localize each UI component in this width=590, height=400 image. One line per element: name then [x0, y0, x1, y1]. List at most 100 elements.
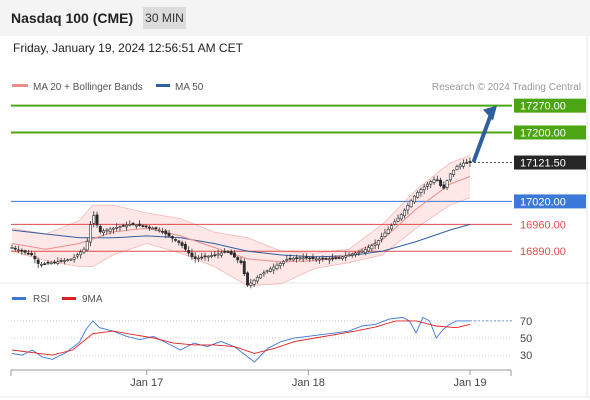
candle-bull [298, 257, 302, 260]
candle-bull [282, 261, 285, 264]
instrument-title: Nasdaq 100 (CME) [11, 10, 134, 26]
level-tag-resistance [514, 98, 586, 113]
candle-bull [380, 236, 384, 240]
candle-bull [422, 186, 426, 191]
candle-bull [66, 259, 70, 262]
candle-bear [59, 260, 63, 262]
candle-bear [223, 251, 227, 253]
candle-bear [435, 179, 439, 182]
candle-bear [233, 252, 236, 258]
candle-bear [203, 255, 207, 258]
candle-bear [331, 257, 335, 260]
candle-bear [46, 261, 50, 264]
candle-bull [301, 257, 305, 260]
candle-bear [170, 236, 174, 239]
candle-bear [321, 257, 325, 260]
time-axis-label: Jan 18 [292, 377, 325, 389]
candle-bull [390, 225, 393, 230]
candle-bear [226, 251, 230, 253]
time-axis-label: Jan 17 [130, 377, 163, 389]
candle-bull [262, 272, 266, 275]
candle-bear [20, 249, 24, 252]
candle-bear [167, 232, 171, 237]
candle-bull [291, 258, 295, 261]
level-label-pivot: 17020.00 [520, 196, 566, 208]
candle-bull [347, 254, 351, 257]
candle-bear [183, 243, 187, 250]
rsi-line [11, 316, 470, 363]
candle-bear [213, 254, 217, 257]
candle-bull [115, 227, 119, 229]
candle-bull [399, 214, 403, 220]
candle-bull [79, 251, 83, 256]
legend-label-ma20: MA 20 + Bollinger Bands [33, 82, 143, 93]
candle-bear [288, 257, 292, 260]
candle-bull [157, 229, 161, 232]
candle-bull [452, 169, 456, 175]
legend-label-ma50: MA 50 [175, 82, 204, 93]
level-tag-pivot [514, 194, 586, 209]
candle-bull [206, 255, 210, 258]
candle-bear [26, 252, 30, 255]
candle-bull [75, 254, 79, 257]
candle-bear [161, 231, 164, 233]
candle-bear [138, 223, 142, 226]
rsi-ma9-line [11, 320, 471, 356]
level-label-resistance: 17270.00 [520, 101, 566, 113]
candle-bull [56, 261, 60, 264]
candle-bull [458, 164, 462, 168]
candle-bear [468, 161, 472, 163]
candle-bull [111, 227, 115, 230]
candle-bull [412, 195, 416, 203]
candle-bull [92, 215, 96, 224]
time-axis-label: Jan 19 [453, 377, 486, 389]
candle-bull [108, 228, 112, 232]
projection-arrow-head [482, 105, 497, 121]
candle-bear [131, 223, 135, 226]
candle-bear [95, 214, 99, 226]
legend-swatch-9ma [62, 297, 76, 300]
candle-bear [442, 184, 446, 189]
candle-bull [386, 229, 390, 234]
candle-bear [239, 260, 243, 263]
candle-bull [285, 259, 289, 261]
candle-bull [318, 258, 321, 261]
candle-bear [144, 225, 148, 228]
rsi-panel: 70 50 30 [11, 316, 532, 363]
candle-bear [174, 239, 178, 241]
candle-bull [350, 253, 354, 256]
legend-swatch-rsi [12, 297, 26, 300]
candle-bear [311, 256, 315, 259]
level-tag-last-price [514, 155, 586, 170]
candle-bull [82, 248, 86, 253]
candle-bull [354, 252, 357, 255]
timeframe-badge[interactable]: 30 MIN [143, 7, 186, 29]
candle-bull [255, 277, 259, 282]
candle-bull [216, 253, 220, 256]
candle-bull [363, 249, 367, 254]
candle-bear [324, 258, 328, 260]
candle-bull [367, 247, 371, 252]
level-label-support: 16960.00 [520, 219, 566, 231]
candle-bull [252, 279, 256, 285]
datetime-label: Friday, January 19, 2024 12:56:51 AM CET [13, 41, 243, 55]
candle-bull [278, 263, 282, 266]
rsi-tick-label: 50 [520, 333, 532, 345]
candle-bear [193, 256, 197, 259]
watermark: Research © 2024 Trading Central [432, 82, 581, 93]
candle-bear [308, 257, 312, 260]
candle-bull [134, 224, 138, 227]
candle-bear [33, 255, 37, 260]
level-label-support: 16890.00 [520, 246, 566, 258]
candle-bull [62, 260, 66, 262]
candle-bear [164, 230, 168, 235]
candle-bull [448, 173, 452, 181]
candle-bull [118, 226, 122, 228]
candle-bear [154, 227, 158, 230]
candle-bull [259, 274, 263, 279]
legend-label-9ma: 9MA [82, 294, 103, 305]
candle-bull [376, 240, 380, 246]
candle-bull [197, 257, 200, 260]
candle-bear [334, 257, 338, 260]
candle-bull [314, 258, 318, 261]
